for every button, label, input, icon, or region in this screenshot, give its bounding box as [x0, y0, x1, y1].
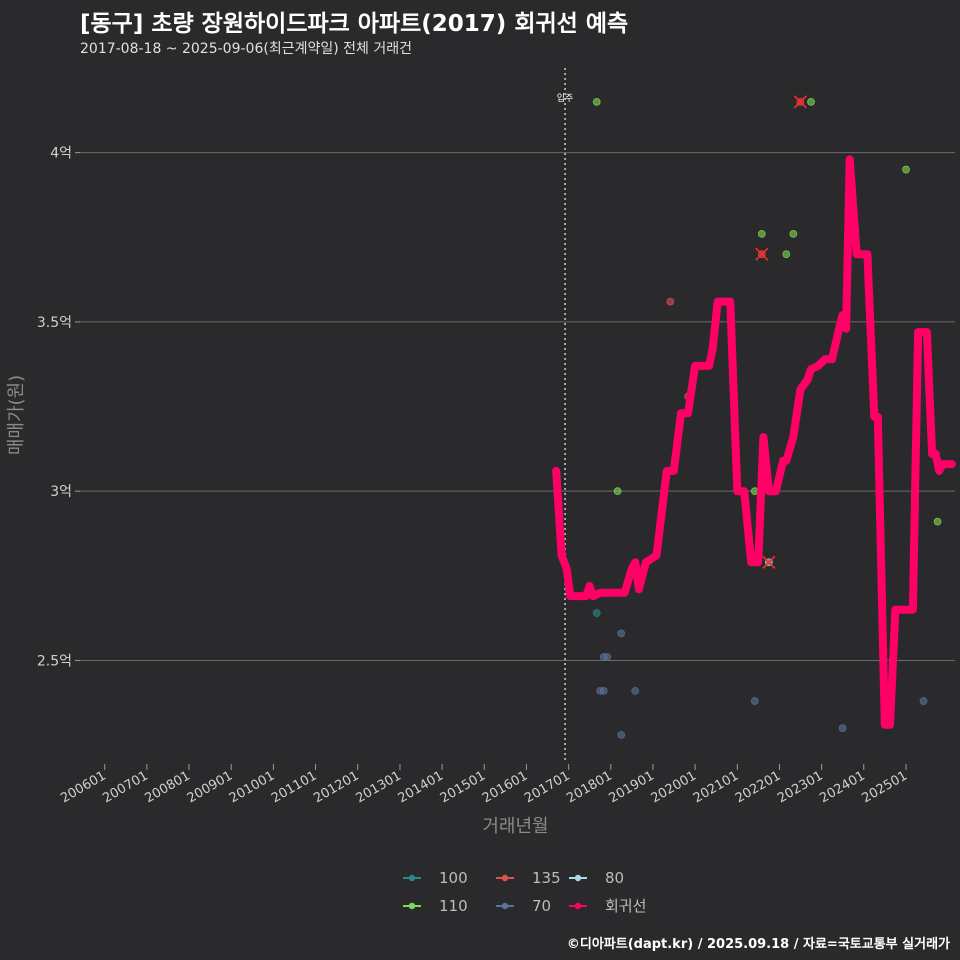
x-tick-label: 202001 [649, 768, 699, 806]
data-point-110 [782, 250, 791, 259]
cancelled-marker [762, 555, 776, 569]
x-tick-label: 200801 [143, 768, 193, 806]
data-point-110 [592, 97, 601, 106]
legend-key-dot [574, 874, 582, 882]
data-point-135 [666, 297, 675, 306]
chart-title: [동구] 초량 장원하이드파크 아파트(2017) 회귀선 예측 [80, 11, 629, 37]
x-tick-label: 201301 [353, 768, 403, 806]
legend-key-dot [501, 902, 509, 910]
data-point-110 [789, 229, 798, 238]
regression-line-group [552, 155, 956, 729]
scatter-points [592, 97, 942, 739]
move-in-label: 입주 [557, 92, 574, 104]
legend: 100 135 80 110 70 회귀선 [403, 869, 646, 915]
legend-item-135: 135 [496, 869, 561, 887]
legend-key-dot [408, 902, 416, 910]
x-tick-label: 201401 [396, 768, 446, 806]
legend-label: 회귀선 [605, 897, 646, 915]
legend-key-dot [408, 874, 416, 882]
x-tick-label: 201501 [438, 768, 488, 806]
data-point-70 [838, 724, 847, 733]
y-tick-label: 3.5억 [37, 315, 72, 331]
legend-label: 110 [439, 897, 468, 915]
cancelled-marker [793, 95, 807, 109]
legend-label: 100 [439, 869, 468, 887]
data-point-70 [603, 653, 612, 661]
data-point-100 [592, 609, 601, 617]
y-tick-label: 3억 [50, 484, 72, 500]
chart-subtitle: 2017-08-18 ~ 2025-09-06(최근계약일) 전체 거래건 [80, 41, 412, 57]
x-axis: 2006012007012008012009012010012011012012… [58, 764, 910, 837]
legend-item-80: 80 [569, 869, 624, 887]
x-tick-label: 201201 [311, 768, 361, 806]
x-tick-label: 201801 [564, 768, 614, 806]
x-tick-label: 202101 [691, 768, 741, 806]
data-point-110 [757, 229, 766, 238]
legend-item-regression: 회귀선 [569, 897, 646, 915]
legend-label: 80 [605, 869, 624, 887]
legend-label: 135 [532, 869, 561, 887]
y-axis-title: 매매가(원) [6, 375, 27, 455]
data-point-110 [902, 165, 910, 174]
data-point-70 [599, 687, 608, 695]
data-point-70 [631, 687, 640, 695]
data-point-70 [617, 731, 626, 739]
legend-key-dot [574, 902, 582, 910]
cancelled-markers [755, 95, 807, 569]
regression-line [552, 155, 956, 729]
legend-item-70: 70 [496, 897, 551, 915]
legend-label: 70 [532, 897, 551, 915]
move-in-annotation: 입주 [557, 68, 574, 762]
cancelled-marker [755, 247, 769, 261]
data-point-70 [617, 629, 626, 638]
data-point-70 [919, 697, 928, 705]
x-tick-label: 201101 [269, 768, 319, 806]
data-point-110 [933, 517, 942, 526]
legend-item-100: 100 [403, 869, 468, 887]
x-tick-label: 202301 [775, 768, 825, 806]
x-tick-label: 200901 [185, 768, 235, 806]
x-tick-label: 202201 [733, 768, 783, 806]
legend-key-dot [501, 874, 509, 882]
x-tick-label: 201001 [227, 768, 277, 806]
data-point-110 [807, 97, 815, 106]
y-tick-label: 4억 [50, 146, 72, 162]
grid-lines [80, 152, 955, 661]
x-axis-title: 거래년월 [482, 816, 548, 837]
data-point-110 [613, 487, 622, 496]
x-tick-label: 202501 [860, 768, 910, 806]
data-point-70 [750, 697, 759, 705]
source-credit: ©디아파트(dapt.kr) / 2025.09.18 / 자료=국토교통부 실… [566, 937, 950, 952]
x-tick-label: 200701 [100, 768, 150, 806]
x-tick-label: 202401 [817, 768, 867, 806]
legend-item-110: 110 [403, 897, 468, 915]
x-tick-label: 201901 [606, 768, 656, 806]
x-tick-label: 200601 [58, 768, 108, 806]
x-tick-label: 201601 [480, 768, 530, 806]
x-tick-label: 201701 [522, 768, 572, 806]
y-tick-label: 2.5억 [37, 653, 72, 669]
